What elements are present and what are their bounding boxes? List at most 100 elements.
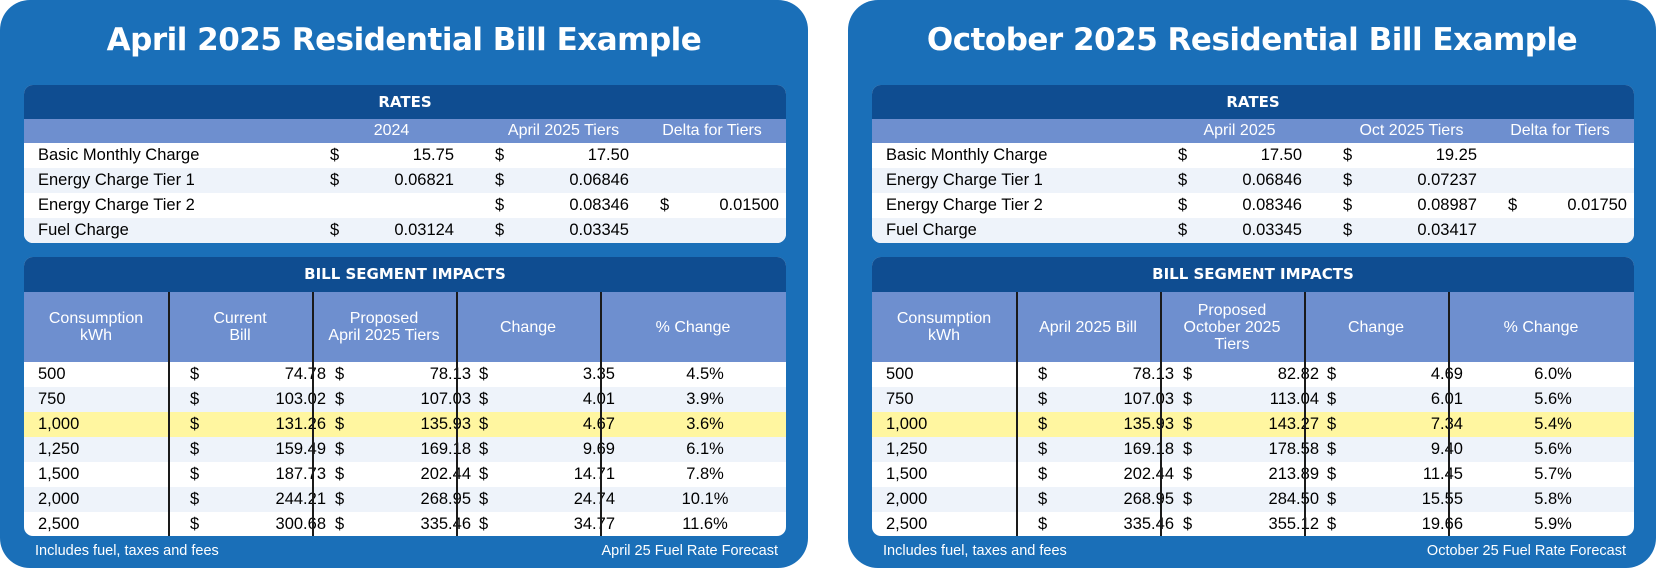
- segment-column-text: April 2025 Bill: [1039, 318, 1137, 336]
- rates-row: Basic Monthly Charge $15.75 $17.50: [24, 143, 786, 168]
- segment-column-header: Consumption kWh April 2025 Bill Proposed O…: [872, 292, 1634, 362]
- currency-symbol: $: [190, 515, 200, 533]
- rates-row: Basic Monthly Charge $17.50 $19.25: [872, 143, 1634, 168]
- currency-symbol: $: [1038, 515, 1048, 533]
- bill-amount: 135.93: [1123, 415, 1174, 433]
- segment-column-text: Consumption kWh: [896, 310, 992, 344]
- segment-column-label: Consumption kWh: [872, 292, 1016, 362]
- currency-symbol: $: [479, 515, 489, 533]
- column-divider: [312, 292, 314, 536]
- footer-forecast: October 25 Fuel Rate Forecast: [1426, 543, 1626, 559]
- rate-value: 0.08987: [1417, 196, 1477, 214]
- currency-symbol: $: [330, 221, 340, 239]
- currency-symbol: $: [1327, 415, 1337, 433]
- footer-note: Includes fuel, taxes and fees: [883, 543, 1067, 559]
- bill-amount: 300.68: [275, 515, 326, 533]
- segment-column-text: Change: [1347, 318, 1405, 336]
- bill-amount: 4.67: [582, 415, 615, 433]
- currency-symbol: $: [495, 146, 505, 164]
- percent-change: 6.1%: [686, 440, 724, 458]
- bill-example-card-april: April 2025 Residential Bill Example RATES…: [0, 0, 808, 568]
- currency-symbol: $: [335, 415, 345, 433]
- bill-amount: 14.71: [573, 465, 615, 483]
- segment-column-label: % Change: [1448, 292, 1634, 362]
- consumption-kwh: 1,500: [886, 465, 928, 483]
- rates-column-label: April 2025: [1203, 122, 1276, 139]
- consumption-kwh: 2,500: [38, 515, 80, 533]
- currency-symbol: $: [1508, 196, 1518, 214]
- bill-amount: 268.95: [1123, 490, 1174, 508]
- consumption-kwh: 1,000: [38, 415, 80, 433]
- currency-symbol: $: [1183, 390, 1193, 408]
- currency-symbol: $: [1038, 440, 1048, 458]
- rates-row: Energy Charge Tier 1 $0.06846 $0.07237: [872, 168, 1634, 193]
- consumption-kwh: 1,250: [886, 440, 928, 458]
- segment-column-label: April 2025 Bill: [1016, 292, 1160, 362]
- bill-amount: 19.66: [1421, 515, 1463, 533]
- rates-heading: RATES: [872, 85, 1634, 119]
- currency-symbol: $: [1038, 390, 1048, 408]
- column-divider: [1448, 292, 1450, 536]
- percent-change: 5.9%: [1534, 515, 1572, 533]
- currency-symbol: $: [1178, 221, 1188, 239]
- rates-row: Energy Charge Tier 1 $0.06821 $0.06846: [24, 168, 786, 193]
- bill-amount: 131.26: [275, 415, 326, 433]
- currency-symbol: $: [1343, 196, 1353, 214]
- currency-symbol: $: [190, 365, 200, 383]
- currency-symbol: $: [335, 440, 345, 458]
- bill-segment-panel: BILL SEGMENT IMPACTS Consumption kWh Curre…: [24, 257, 786, 536]
- segment-row: 750 $103.02 $107.03 $4.01 3.9%: [24, 387, 786, 412]
- consumption-kwh: 1,000: [886, 415, 928, 433]
- currency-symbol: $: [479, 440, 489, 458]
- currency-symbol: $: [660, 196, 670, 214]
- rates-panel: RATES April 2025 Oct 2025 Tiers Delta for T…: [872, 85, 1634, 243]
- segment-row: 2,500 $335.46 $355.12 $19.66 5.9%: [872, 512, 1634, 536]
- rate-value: 0.03345: [569, 221, 629, 239]
- rate-value: 15.75: [412, 146, 454, 164]
- currency-symbol: $: [479, 390, 489, 408]
- rate-value: 0.03345: [1242, 221, 1302, 239]
- rate-label: Basic Monthly Charge: [886, 146, 1048, 164]
- consumption-kwh: 2,500: [886, 515, 928, 533]
- consumption-kwh: 2,000: [38, 490, 80, 508]
- percent-change: 5.6%: [1534, 390, 1572, 408]
- rates-column-header: April 2025 Oct 2025 Tiers Delta for Tiers: [872, 119, 1634, 143]
- rates-column-label: 2024: [373, 122, 410, 139]
- bill-amount: 107.03: [420, 390, 471, 408]
- percent-change: 5.8%: [1534, 490, 1572, 508]
- percent-change: 3.9%: [686, 390, 724, 408]
- bill-amount: 187.73: [275, 465, 326, 483]
- currency-symbol: $: [330, 146, 340, 164]
- percent-change: 5.6%: [1534, 440, 1572, 458]
- currency-symbol: $: [1327, 515, 1337, 533]
- currency-symbol: $: [1327, 490, 1337, 508]
- rates-row: Energy Charge Tier 2 $0.08346 $0.01500: [24, 193, 786, 218]
- segment-row: 2,000 $244.21 $268.95 $24.74 10.1%: [24, 487, 786, 512]
- bill-amount: 11.45: [1422, 465, 1463, 483]
- bill-amount: 268.95: [420, 490, 471, 508]
- currency-symbol: $: [1178, 146, 1188, 164]
- currency-symbol: $: [1183, 490, 1193, 508]
- currency-symbol: $: [1183, 415, 1193, 433]
- bill-amount: 169.18: [420, 440, 471, 458]
- rates-column-header: 2024 April 2025 Tiers Delta for Tiers: [24, 119, 786, 143]
- rate-value: 0.03417: [1417, 221, 1477, 239]
- rate-value: 0.07237: [1417, 171, 1477, 189]
- currency-symbol: $: [190, 490, 200, 508]
- bill-amount: 78.13: [1132, 365, 1174, 383]
- currency-symbol: $: [1327, 440, 1337, 458]
- bill-amount: 143.27: [1268, 415, 1319, 433]
- rates-row: Fuel Charge $0.03345 $0.03417: [872, 218, 1634, 243]
- segment-row: 500 $74.78 $78.13 $3.35 4.5%: [24, 362, 786, 387]
- column-divider: [1304, 292, 1306, 536]
- segment-column-text: Current Bill: [213, 310, 267, 344]
- percent-change: 4.5%: [686, 365, 724, 383]
- segment-row: 750 $107.03 $113.04 $6.01 5.6%: [872, 387, 1634, 412]
- bill-amount: 78.13: [429, 365, 471, 383]
- bill-amount: 107.03: [1123, 390, 1174, 408]
- rate-value: 0.01500: [719, 196, 779, 214]
- rate-label: Fuel Charge: [886, 221, 977, 239]
- consumption-kwh: 750: [38, 390, 66, 408]
- rates-column-label: April 2025 Tiers: [507, 122, 620, 139]
- segment-body: 500 $78.13 $82.82 $4.69 6.0% 750 $107.03 $113.0…: [872, 362, 1634, 536]
